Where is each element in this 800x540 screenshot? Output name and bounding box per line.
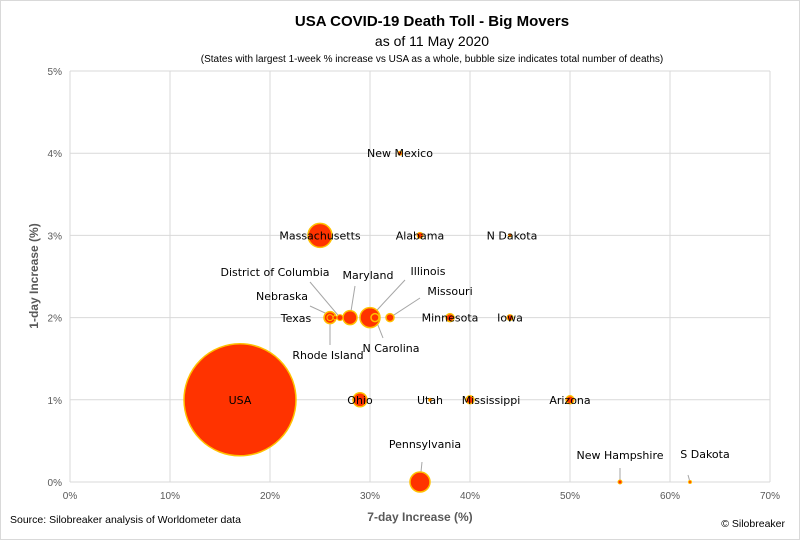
- point-label: New Mexico: [367, 147, 433, 160]
- bubble-rhode-island: [326, 314, 334, 322]
- bubble-n-carolina: [370, 312, 380, 323]
- point-label: Pennsylvania: [389, 438, 461, 451]
- point-label: N Carolina: [363, 342, 420, 355]
- point-label: New Hampshire: [576, 449, 663, 462]
- x-tick-label: 0%: [63, 491, 78, 502]
- x-tick-label: 70%: [760, 491, 780, 502]
- point-label: Iowa: [497, 312, 523, 325]
- x-tick-label: 50%: [560, 491, 580, 502]
- bubble-s-dakota: [688, 480, 692, 484]
- bubble-n-dakota: [508, 233, 512, 238]
- point-label: Mississippi: [462, 394, 521, 407]
- bubble-arizona: [565, 395, 575, 405]
- point-label: Rhode Island: [292, 349, 363, 362]
- point-label: Ohio: [347, 394, 373, 407]
- bubble-usa: [183, 343, 297, 457]
- bubble-district-of-columbia: [336, 314, 344, 322]
- axis-ticks: 0% 10% 20% 30% 40% 50% 60% 70% 0% 1% 2% 3% 4% 5%: [48, 67, 781, 502]
- bubble-mississippi: [465, 395, 475, 405]
- chart-subtitle: as of 11 May 2020: [375, 33, 489, 49]
- point-label: S Dakota: [680, 448, 729, 461]
- point-label: Arizona: [549, 394, 590, 407]
- y-tick-label: 4%: [48, 149, 63, 160]
- bubble-minnesota: [445, 312, 455, 323]
- bubble-illinois: [359, 306, 381, 329]
- point-label: Minnesota: [422, 312, 479, 325]
- point-label: Illinois: [411, 265, 446, 278]
- y-axis-title: 1-day Increase (%): [27, 223, 41, 328]
- source-note: Source: Silobreaker analysis of Worldome…: [10, 514, 241, 526]
- y-tick-label: 2%: [48, 314, 63, 325]
- point-labels: USA New Mexico Massachusetts Alabama N Dakot…: [220, 147, 729, 462]
- point-label: Massachusetts: [279, 229, 361, 242]
- point-label: District of Columbia: [220, 266, 329, 279]
- credit: © Silobreaker: [721, 518, 785, 530]
- bubble-iowa: [506, 314, 514, 322]
- bubble-missouri: [385, 312, 395, 323]
- leader-line: [309, 281, 341, 318]
- bubble-nebraska: [332, 315, 338, 321]
- x-tick-label: 10%: [160, 491, 180, 502]
- y-tick-label: 5%: [48, 67, 63, 78]
- point-label: Missouri: [427, 285, 472, 298]
- y-tick-label: 3%: [48, 231, 63, 242]
- x-tick-label: 60%: [660, 491, 680, 502]
- bubble-ohio: [352, 392, 368, 408]
- y-tick-label: 0%: [48, 478, 63, 489]
- bubble-pennsylvania: [409, 471, 431, 493]
- x-tick-label: 30%: [360, 491, 380, 502]
- bubbles: [183, 150, 692, 493]
- x-axis-title: 7-day Increase (%): [367, 510, 472, 524]
- point-label: USA: [229, 394, 252, 407]
- chart-note: (States with largest 1-week % increase v…: [201, 54, 663, 65]
- bubble-utah: [428, 397, 432, 402]
- point-label: N Dakota: [487, 229, 538, 242]
- bubble-new-hampshire: [617, 479, 623, 485]
- x-tick-label: 20%: [260, 491, 280, 502]
- point-label: Texas: [280, 312, 312, 325]
- y-tick-label: 1%: [48, 396, 63, 407]
- point-label: Utah: [417, 394, 443, 407]
- bubble-maryland: [342, 309, 358, 326]
- chart-title: USA COVID-19 Death Toll - Big Movers: [295, 13, 569, 30]
- bubble-alabama: [416, 231, 424, 239]
- point-label: Nebraska: [256, 290, 308, 303]
- point-label: Alabama: [396, 229, 445, 242]
- bubble-massachusetts: [307, 222, 333, 249]
- bubble-new-mexico: [397, 150, 403, 156]
- leader-line: [389, 297, 421, 319]
- point-label: Maryland: [342, 269, 393, 282]
- x-tick-label: 40%: [460, 491, 480, 502]
